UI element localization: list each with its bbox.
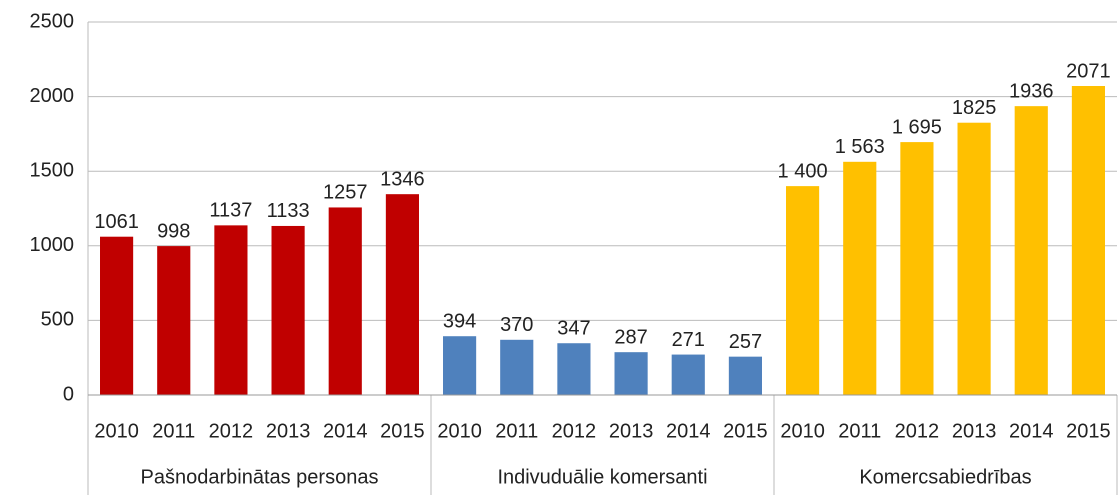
x-tick-label: 2014 xyxy=(666,420,711,442)
x-tick-label: 2012 xyxy=(209,420,254,442)
x-tick-label: 2013 xyxy=(952,420,997,442)
value-label: 1825 xyxy=(952,97,997,119)
x-tick-label: 2015 xyxy=(1066,420,1111,442)
bar xyxy=(614,352,648,395)
x-tick-label: 2011 xyxy=(152,420,195,442)
x-tick-label: 2010 xyxy=(94,420,139,442)
bar xyxy=(671,354,705,395)
bar xyxy=(500,339,534,395)
bar xyxy=(900,142,934,395)
value-label: 370 xyxy=(500,314,533,336)
value-label: 998 xyxy=(157,220,190,242)
value-label: 271 xyxy=(672,329,705,351)
value-label: 257 xyxy=(729,331,762,353)
value-label: 1 695 xyxy=(892,116,942,138)
value-label: 1061 xyxy=(94,211,139,233)
y-tick-label: 2000 xyxy=(30,85,75,107)
bar xyxy=(271,225,305,395)
value-label: 1 400 xyxy=(778,160,828,182)
value-label: 1346 xyxy=(380,168,425,190)
bar xyxy=(957,122,991,396)
x-tick-label: 2013 xyxy=(266,420,311,442)
bar xyxy=(443,336,477,395)
x-tick-label: 2015 xyxy=(380,420,425,442)
x-tick-label: 2010 xyxy=(780,420,825,442)
bar xyxy=(100,236,134,395)
x-tick-label: 2011 xyxy=(838,420,881,442)
x-tick-label: 2010 xyxy=(437,420,482,442)
value-label: 2071 xyxy=(1066,60,1111,82)
value-label: 1133 xyxy=(267,200,310,222)
bar xyxy=(1014,106,1048,395)
value-label: 1 563 xyxy=(835,136,885,158)
y-tick-label: 1000 xyxy=(30,234,75,256)
bar xyxy=(157,246,191,395)
x-tick-label: 2014 xyxy=(323,420,368,442)
x-tick-label: 2012 xyxy=(895,420,940,442)
bar xyxy=(728,356,762,395)
value-label: 1257 xyxy=(323,182,368,204)
value-label: 1137 xyxy=(209,200,252,222)
x-tick-label: 2011 xyxy=(495,420,538,442)
bar xyxy=(385,194,419,395)
y-tick-label: 2500 xyxy=(30,10,75,32)
value-label: 287 xyxy=(614,326,647,348)
group-label: Komercsabiedrības xyxy=(859,466,1031,488)
bar xyxy=(786,186,820,395)
bar xyxy=(328,207,362,395)
bar xyxy=(557,343,591,395)
y-tick-label: 500 xyxy=(41,309,74,331)
x-tick-label: 2013 xyxy=(609,420,654,442)
y-tick-label: 0 xyxy=(63,383,74,405)
value-label: 394 xyxy=(443,310,476,332)
x-tick-label: 2012 xyxy=(552,420,597,442)
group-label: Pašnodarbinātas personas xyxy=(141,466,379,488)
bar xyxy=(843,161,877,395)
bar xyxy=(214,225,248,395)
y-tick-label: 1500 xyxy=(30,159,75,181)
value-label: 1936 xyxy=(1009,80,1054,102)
group-label: Indivuduālie komersanti xyxy=(497,466,707,488)
x-tick-label: 2015 xyxy=(723,420,768,442)
bar xyxy=(1071,86,1105,395)
value-label: 347 xyxy=(557,318,590,340)
x-tick-label: 2014 xyxy=(1009,420,1054,442)
